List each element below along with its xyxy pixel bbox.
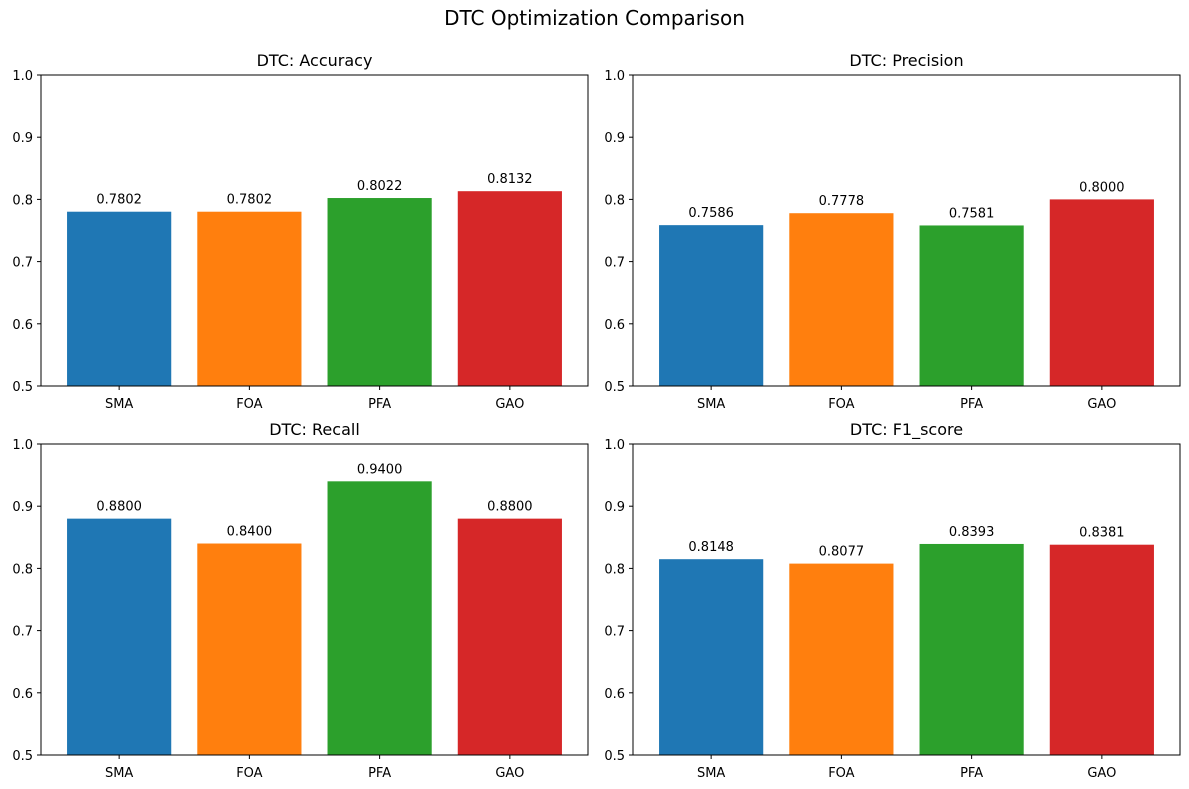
axes-frame (40, 443, 589, 756)
bar-sma (67, 211, 172, 386)
y-tick-label: 0.5 (12, 749, 33, 764)
bar-pfa (919, 543, 1024, 755)
y-tick-label: 1.0 (604, 69, 625, 84)
y-tick-label: 0.5 (604, 749, 625, 764)
y-tick-label: 0.7 (604, 256, 625, 271)
axes-frame (632, 443, 1181, 756)
data-label-sma: 0.7802 (96, 193, 142, 208)
bar-pfa (327, 481, 432, 755)
y-tick-label: 0.7 (604, 625, 625, 640)
y-tick-label: 0.8 (604, 562, 625, 577)
x-tick-label-foa: FOA (828, 766, 854, 781)
subplot-title: DTC: F1_score (850, 420, 963, 440)
bar-foa (789, 213, 894, 386)
data-label-gao: 0.8000 (1079, 180, 1125, 195)
x-tick-label-pfa: PFA (368, 397, 391, 412)
y-tick-label: 0.9 (604, 131, 625, 146)
data-label-foa: 0.8077 (819, 545, 865, 560)
y-tick-label: 0.9 (604, 500, 625, 515)
y-tick-label: 0.5 (604, 380, 625, 395)
subplot-title: DTC: Precision (849, 51, 963, 70)
subplot-dtc-accuracy: 0.7802 0.7802 0.8022 0.8132 0.5 0.6 0.7 0.8 0.9 1… (12, 51, 589, 412)
bar-gao (1049, 199, 1154, 386)
data-label-gao: 0.8800 (487, 500, 533, 515)
subplot-title: DTC: Accuracy (257, 51, 373, 70)
x-tick-label-gao: GAO (495, 397, 524, 412)
axes-frame (40, 74, 589, 387)
x-tick-label-gao: GAO (1087, 397, 1116, 412)
data-label-foa: 0.8400 (227, 525, 273, 540)
bar-foa (789, 563, 894, 755)
y-tick-label: 1.0 (12, 69, 33, 84)
x-tick-label-sma: SMA (105, 397, 133, 412)
subplot-title: DTC: Recall (269, 420, 360, 439)
subplot-dtc-recall: 0.8800 0.8400 0.9400 0.8800 0.5 0.6 0.7 0.8 0.9 1… (12, 420, 589, 781)
data-label-pfa: 0.7581 (949, 206, 995, 221)
bar-sma (659, 225, 764, 386)
y-tick-label: 0.7 (12, 625, 33, 640)
x-tick-label-gao: GAO (495, 766, 524, 781)
bar-gao (457, 191, 562, 386)
bar-gao (1049, 544, 1154, 755)
figure-title: DTC Optimization Comparison (444, 6, 745, 30)
data-label-pfa: 0.9400 (357, 462, 403, 477)
data-label-gao: 0.8381 (1079, 526, 1125, 541)
bar-sma (659, 559, 764, 755)
x-tick-label-pfa: PFA (960, 397, 983, 412)
x-tick-label-gao: GAO (1087, 766, 1116, 781)
y-tick-label: 1.0 (12, 438, 33, 453)
subplot-dtc-f1-score: 0.8148 0.8077 0.8393 0.8381 0.5 0.6 0.7 0.8 0.9 1… (604, 420, 1181, 781)
bar-sma (67, 518, 172, 755)
y-tick-label: 1.0 (604, 438, 625, 453)
bar-foa (197, 543, 302, 755)
x-tick-label-sma: SMA (697, 397, 725, 412)
data-label-foa: 0.7778 (819, 194, 865, 209)
axes-frame (632, 74, 1181, 387)
data-label-foa: 0.7802 (227, 193, 273, 208)
x-tick-label-pfa: PFA (368, 766, 391, 781)
data-label-sma: 0.8800 (96, 500, 142, 515)
data-label-gao: 0.8132 (487, 172, 533, 187)
data-label-sma: 0.8148 (688, 540, 734, 555)
data-label-pfa: 0.8393 (949, 525, 995, 540)
subplot-dtc-precision: 0.7586 0.7778 0.7581 0.8000 0.5 0.6 0.7 0.8 0.9 1… (604, 51, 1181, 412)
x-tick-label-foa: FOA (236, 766, 262, 781)
y-tick-label: 0.8 (604, 193, 625, 208)
y-tick-label: 0.5 (12, 380, 33, 395)
bar-pfa (327, 198, 432, 386)
y-tick-label: 0.9 (12, 500, 33, 515)
y-tick-label: 0.7 (12, 256, 33, 271)
y-tick-label: 0.8 (12, 562, 33, 577)
y-tick-label: 0.6 (12, 687, 33, 702)
y-tick-label: 0.6 (604, 687, 625, 702)
bar-gao (457, 518, 562, 755)
x-tick-label-foa: FOA (236, 397, 262, 412)
x-tick-label-pfa: PFA (960, 766, 983, 781)
y-tick-label: 0.8 (12, 193, 33, 208)
bar-pfa (919, 225, 1024, 386)
x-tick-label-sma: SMA (105, 766, 133, 781)
y-tick-label: 0.6 (604, 318, 625, 333)
data-label-pfa: 0.8022 (357, 179, 403, 194)
y-tick-label: 0.9 (12, 131, 33, 146)
x-tick-label-foa: FOA (828, 397, 854, 412)
y-tick-label: 0.6 (12, 318, 33, 333)
bar-foa (197, 211, 302, 386)
data-label-sma: 0.7586 (688, 206, 734, 221)
x-tick-label-sma: SMA (697, 766, 725, 781)
